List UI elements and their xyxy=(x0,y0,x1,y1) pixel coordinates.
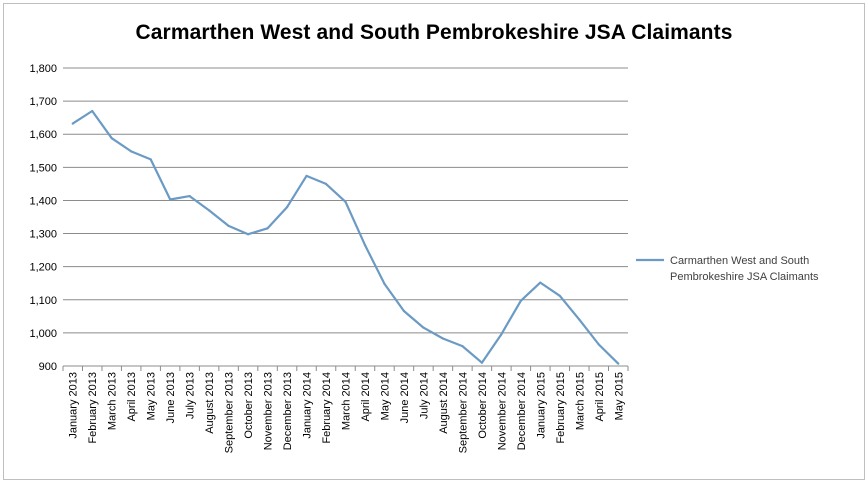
x-tick-label: March 2015 xyxy=(574,372,586,430)
x-tick-label: February 2013 xyxy=(87,372,99,444)
x-tick-label: March 2014 xyxy=(341,372,353,430)
legend-label: Pembrokeshire JSA Claimants xyxy=(670,271,819,283)
x-tick-label: November 2013 xyxy=(263,372,275,450)
data-point xyxy=(363,244,367,247)
data-point xyxy=(149,158,152,161)
data-point xyxy=(344,200,347,203)
x-tick-label: December 2014 xyxy=(516,372,528,450)
data-point xyxy=(578,318,581,321)
x-tick-label: June 2013 xyxy=(165,372,177,423)
data-point xyxy=(110,137,113,140)
x-tick-label: February 2014 xyxy=(321,372,333,444)
y-tick-label: 1,600 xyxy=(29,129,57,141)
data-point xyxy=(480,361,483,364)
data-point xyxy=(285,205,289,209)
x-tick-label: April 2015 xyxy=(594,372,606,422)
x-tick-label: April 2014 xyxy=(360,372,372,422)
x-tick-label: July 2014 xyxy=(418,372,430,419)
data-point xyxy=(500,333,503,336)
series-line xyxy=(72,109,620,365)
data-point xyxy=(208,209,211,212)
data-point xyxy=(558,294,561,297)
x-tick-label: April 2013 xyxy=(126,372,138,422)
data-point xyxy=(441,337,445,340)
x-tick-label: August 2014 xyxy=(438,372,450,434)
data-point xyxy=(246,233,250,236)
data-point xyxy=(169,198,172,201)
x-tick-label: October 2014 xyxy=(477,372,489,439)
x-tick-label: May 2013 xyxy=(146,372,158,420)
x-tick-label: August 2013 xyxy=(204,372,216,434)
x-tick-label: July 2013 xyxy=(185,372,197,419)
y-tick-label: 1,300 xyxy=(29,229,57,241)
data-point xyxy=(539,281,542,284)
data-point xyxy=(383,282,386,285)
y-tick-label: 1,400 xyxy=(29,195,57,207)
x-tick-label: June 2014 xyxy=(399,372,411,423)
chart-frame xyxy=(3,3,865,480)
data-point xyxy=(266,227,269,230)
chart-title: Carmarthen West and South Pembrokeshire … xyxy=(135,21,733,44)
x-tick-label: January 2015 xyxy=(535,372,547,439)
x-tick-label: March 2013 xyxy=(107,372,119,430)
data-point xyxy=(305,174,308,178)
x-tick-label: May 2015 xyxy=(613,372,625,420)
data-point xyxy=(91,109,94,113)
legend-label: Carmarthen West and South xyxy=(670,255,809,267)
y-tick-label: 1,700 xyxy=(29,96,57,108)
data-point xyxy=(71,122,74,125)
data-point xyxy=(597,343,600,346)
data-point xyxy=(519,299,522,302)
x-tick-label: February 2015 xyxy=(555,372,567,444)
x-tick-label: January 2014 xyxy=(302,372,314,439)
x-tick-label: December 2013 xyxy=(282,372,294,450)
x-tick-label: November 2014 xyxy=(496,372,508,450)
y-tick-label: 900 xyxy=(39,361,57,373)
x-tick-label: October 2013 xyxy=(243,372,255,439)
data-point xyxy=(188,195,191,198)
y-tick-label: 1,500 xyxy=(29,162,57,174)
data-point xyxy=(324,182,328,185)
y-tick-label: 1,800 xyxy=(29,63,57,75)
x-tick-label: September 2013 xyxy=(224,372,236,453)
data-point xyxy=(422,326,425,329)
y-tick-label: 1,000 xyxy=(29,328,57,340)
y-tick-label: 1,200 xyxy=(29,262,57,274)
data-point xyxy=(130,150,133,153)
data-point xyxy=(617,362,620,365)
data-point xyxy=(461,345,464,348)
data-point xyxy=(227,224,230,228)
x-tick-label: January 2013 xyxy=(68,372,80,439)
data-point xyxy=(402,309,406,313)
y-tick-label: 1,100 xyxy=(29,295,57,307)
x-tick-label: September 2014 xyxy=(457,372,469,453)
x-tick-label: May 2014 xyxy=(379,372,391,420)
